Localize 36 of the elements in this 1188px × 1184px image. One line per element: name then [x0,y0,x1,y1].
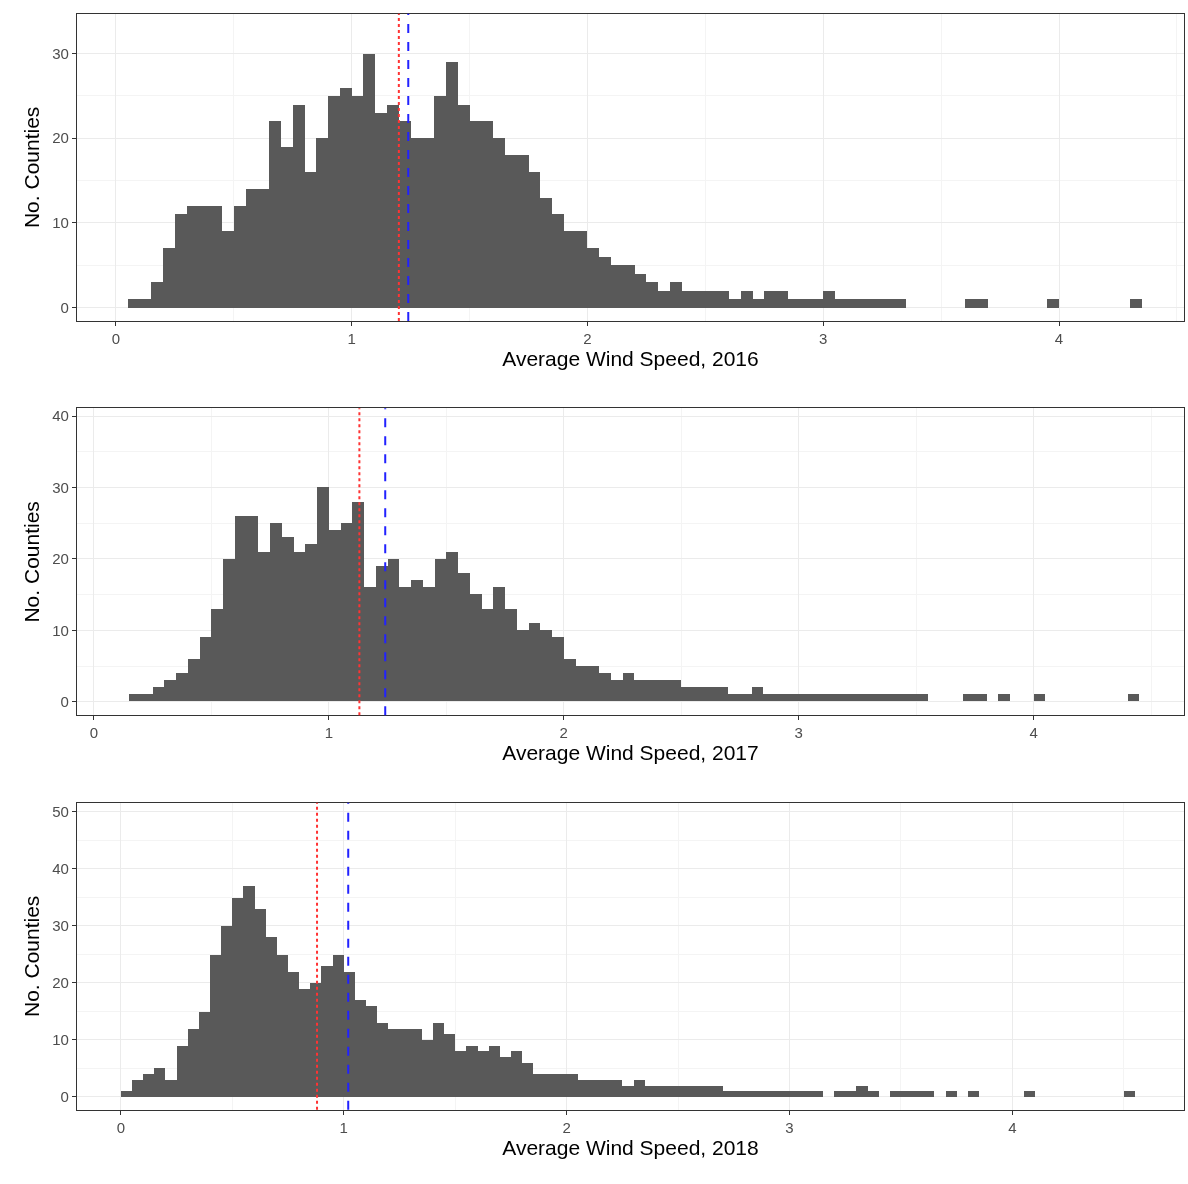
x-tick-label: 2 [559,724,568,742]
x-tick-label: 0 [116,1118,126,1136]
x-tick-label: 4 [1008,1118,1017,1136]
x-tick-label: 3 [794,724,803,742]
y-tick-label: 40 [52,407,69,425]
y-tick-label: 10 [52,214,69,232]
x-tick-label: 1 [339,1118,348,1136]
x-tick-label: 2 [583,329,592,347]
x-tick-label: 0 [111,329,121,347]
x-tick-label: 1 [324,724,334,742]
x-axis-title: Average Wind Speed, 2017 [502,741,759,765]
x-tick-label: 3 [785,1118,794,1136]
x-axis-title: Average Wind Speed, 2018 [502,1135,759,1159]
y-tick-label: 10 [52,621,69,639]
y-axis-title: No. Counties [20,895,44,1018]
x-tick-label: 4 [1029,724,1038,742]
y-tick-label: 0 [60,1088,69,1106]
x-tick-label: 4 [1054,329,1064,347]
y-tick-label: 10 [52,1031,69,1049]
y-tick-label: 20 [52,974,69,992]
y-axis-title: No. Counties [20,106,44,229]
x-axis-title: Average Wind Speed, 2016 [502,346,759,370]
y-tick-label: 20 [52,129,69,147]
x-tick-label: 3 [819,329,828,347]
x-tick-label: 0 [89,724,99,742]
y-axis-title: No. Counties [20,501,44,623]
y-tick-label: 40 [52,860,69,878]
y-tick-label: 30 [52,917,69,935]
y-tick-label: 50 [52,803,69,821]
x-tick-label: 2 [562,1118,571,1136]
y-tick-label: 30 [52,478,69,496]
y-tick-label: 20 [52,550,69,568]
x-tick-label: 1 [347,329,356,347]
y-tick-label: 0 [60,298,69,316]
y-tick-label: 30 [52,44,69,62]
y-tick-label: 0 [60,693,69,711]
